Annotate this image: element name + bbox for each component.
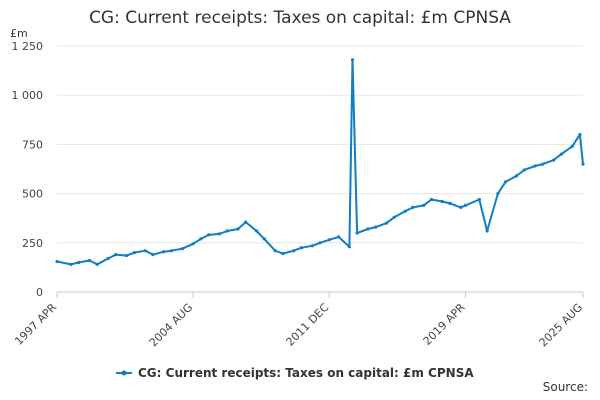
data-point bbox=[244, 220, 248, 224]
data-point bbox=[55, 259, 59, 264]
data-point bbox=[327, 238, 331, 242]
x-tick-label: 2025 AUG bbox=[537, 301, 586, 350]
data-point bbox=[581, 162, 585, 166]
data-point bbox=[180, 247, 184, 251]
x-tick-label: 2004 AUG bbox=[147, 301, 196, 350]
data-point bbox=[350, 58, 355, 62]
data-point bbox=[347, 245, 351, 249]
legend-entry: CG: Current receipts: Taxes on capital: … bbox=[138, 366, 474, 380]
data-point bbox=[299, 246, 303, 250]
data-point bbox=[125, 254, 129, 258]
y-tick-label: 500 bbox=[22, 188, 43, 201]
data-point bbox=[77, 260, 81, 265]
x-tick-label: 2011 DEC bbox=[284, 301, 332, 349]
data-point bbox=[477, 197, 481, 202]
data-point bbox=[384, 221, 389, 225]
data-point bbox=[485, 229, 489, 233]
data-point bbox=[429, 197, 433, 202]
data-point bbox=[552, 158, 556, 162]
data-point bbox=[114, 253, 118, 257]
data-point bbox=[440, 199, 444, 204]
data-point bbox=[262, 237, 266, 241]
data-point bbox=[199, 237, 203, 241]
data-point bbox=[162, 250, 166, 254]
data-point bbox=[236, 227, 240, 231]
chart-title: CG: Current receipts: Taxes on capital: … bbox=[89, 8, 511, 28]
y-tick-label: 1 250 bbox=[12, 40, 44, 53]
data-point bbox=[273, 249, 277, 253]
data-point bbox=[169, 249, 174, 253]
data-point bbox=[151, 253, 155, 257]
data-point bbox=[522, 168, 526, 172]
data-point bbox=[207, 233, 211, 237]
data-point bbox=[559, 152, 563, 156]
data-point bbox=[292, 249, 296, 253]
data-point bbox=[459, 205, 463, 209]
data-point bbox=[281, 252, 285, 256]
data-point bbox=[106, 256, 110, 261]
y-tick-label: 1 000 bbox=[12, 89, 44, 102]
y-axis-unit-label: £m bbox=[10, 27, 28, 40]
data-point bbox=[422, 203, 426, 207]
data-point bbox=[463, 203, 467, 207]
data-point bbox=[496, 192, 500, 196]
data-point bbox=[318, 241, 322, 245]
data-point bbox=[392, 215, 396, 219]
data-point bbox=[411, 205, 415, 209]
data-point bbox=[132, 251, 136, 255]
y-tick-label: 250 bbox=[22, 237, 43, 250]
y-tick-label: 750 bbox=[22, 138, 43, 151]
data-point bbox=[578, 133, 582, 137]
data-point bbox=[403, 209, 407, 213]
x-tick-label: 1997 APR bbox=[12, 301, 59, 348]
data-point bbox=[514, 174, 519, 178]
data-point bbox=[217, 232, 221, 236]
data-point bbox=[355, 231, 359, 235]
data-point bbox=[541, 162, 545, 166]
data-point bbox=[225, 229, 229, 233]
data-point bbox=[69, 262, 73, 266]
data-point bbox=[533, 164, 537, 168]
y-tick-label: 0 bbox=[36, 286, 43, 299]
legend-marker-icon bbox=[121, 370, 127, 376]
x-tick-label: 2019 APR bbox=[421, 301, 468, 348]
data-point bbox=[448, 201, 452, 205]
data-point bbox=[310, 244, 314, 248]
source-label: Source: bbox=[542, 380, 588, 394]
data-point bbox=[87, 258, 92, 263]
data-point bbox=[504, 180, 508, 184]
data-point bbox=[374, 225, 378, 229]
data-point bbox=[143, 249, 147, 253]
data-point bbox=[366, 227, 370, 231]
data-point bbox=[95, 262, 99, 266]
data-point bbox=[191, 242, 195, 246]
data-point bbox=[570, 144, 574, 148]
series-line bbox=[56, 58, 584, 266]
data-point bbox=[255, 229, 259, 233]
data-point bbox=[337, 235, 341, 239]
